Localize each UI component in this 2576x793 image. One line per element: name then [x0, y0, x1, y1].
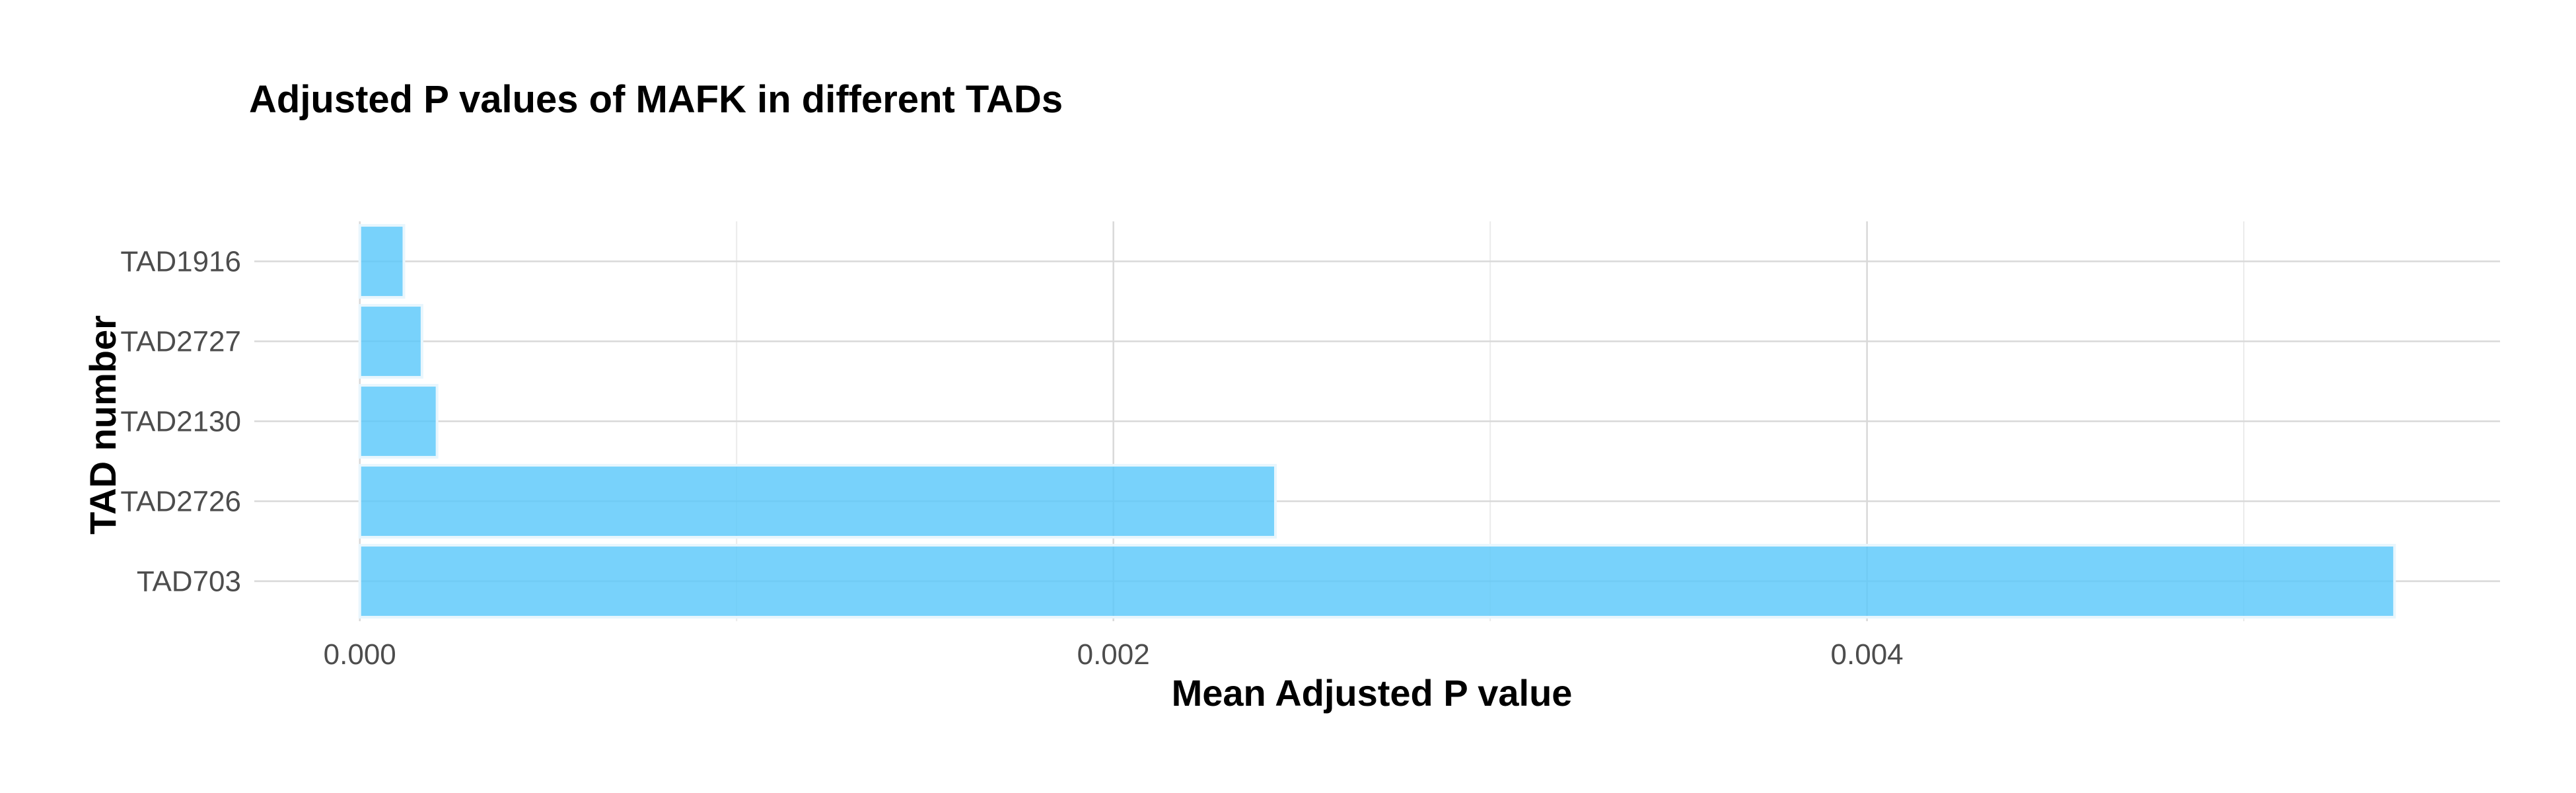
bar-tad1916 [358, 224, 406, 299]
x-tick-label: 0.000 [324, 638, 396, 671]
x-tick-label: 0.004 [1831, 638, 1904, 671]
bar-tad2130 [358, 384, 439, 459]
y-tick-label: TAD2727 [120, 326, 241, 358]
y-tick-label: TAD1916 [120, 246, 241, 278]
y-tick-labels: TAD1916 TAD2727 TAD2130 TAD2726 TAD703 [120, 246, 241, 598]
bars [358, 224, 2396, 619]
x-tick-label: 0.002 [1077, 638, 1150, 671]
y-tick-label: TAD703 [137, 566, 241, 598]
y-tick-label: TAD2726 [120, 486, 241, 518]
y-tick-label: TAD2130 [120, 406, 241, 438]
bar-tad703 [358, 544, 2396, 619]
x-tick-labels: 0.000 0.002 0.004 [324, 638, 1904, 671]
chart-title: Adjusted P values of MAFK in different T… [249, 78, 1063, 121]
bar-tad2727 [358, 304, 423, 379]
bar-tad2726 [358, 464, 1277, 539]
y-axis-title: TAD number [82, 315, 124, 535]
x-axis-title: Mean Adjusted P value [1172, 672, 1573, 714]
